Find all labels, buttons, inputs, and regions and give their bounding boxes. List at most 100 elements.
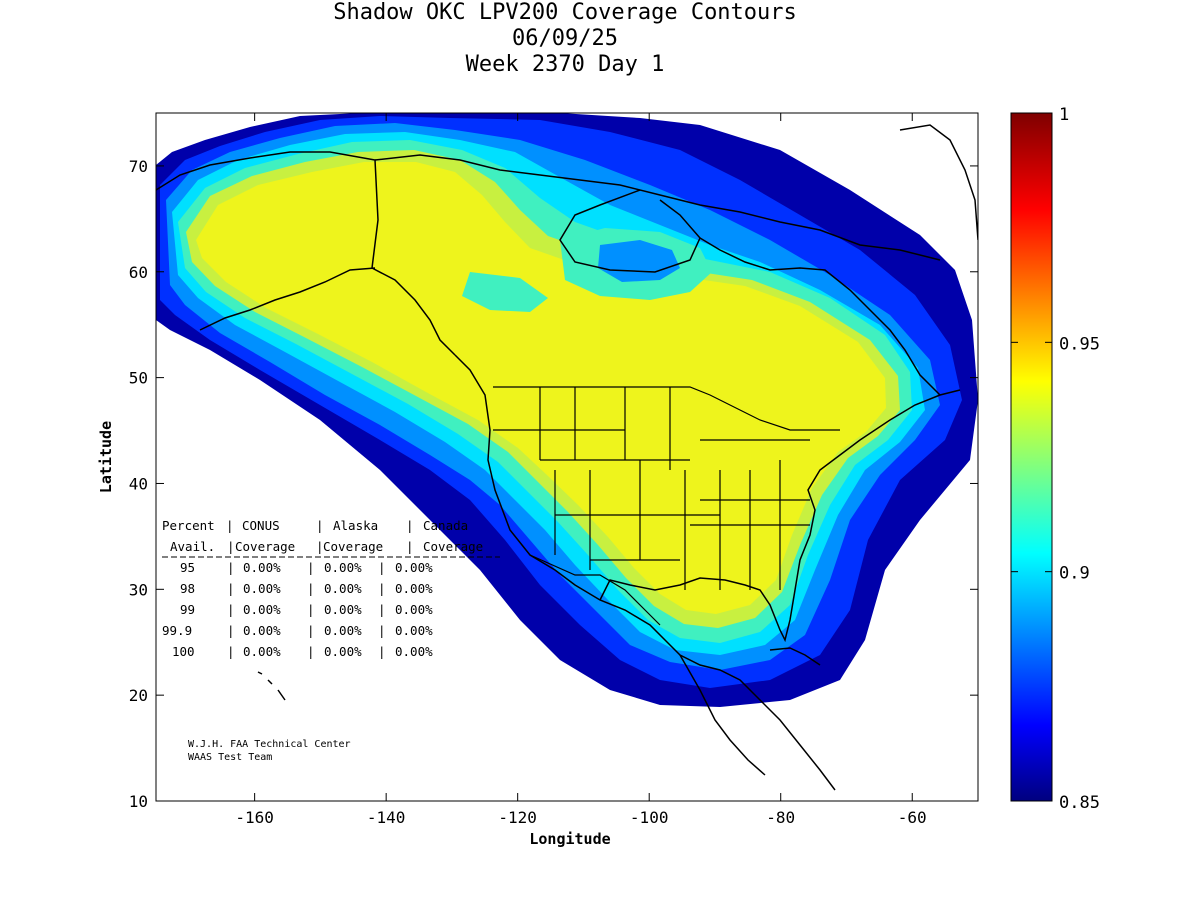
table-cell: 0.00% — [243, 560, 281, 575]
x-tick-label: -100 — [630, 808, 669, 827]
coverage-gap-hudson-inner — [598, 240, 680, 282]
colorbar-tick-label: 1 — [1059, 105, 1069, 125]
table-header-avail: Avail. — [170, 539, 215, 554]
table-header-coverage-canada: Coverage — [423, 539, 483, 554]
y-axis-ticks: 10 20 30 40 50 60 70 — [129, 157, 978, 811]
colorbar-tick-label: 0.9 — [1059, 564, 1090, 584]
coast-arctic — [374, 154, 941, 261]
coverage-band-6 — [196, 162, 886, 614]
table-cell: 0.00% — [324, 560, 362, 575]
table-cell: 0.00% — [395, 560, 433, 575]
table-cell: 0.00% — [324, 623, 362, 638]
table-cell: 0.00% — [243, 581, 281, 596]
x-axis-ticks: -160 -140 -120 -100 -80 -60 — [235, 113, 927, 827]
table-cell: 0.00% — [395, 581, 433, 596]
chart-title-line-3: Week 2370 Day 1 — [465, 52, 665, 77]
table-separator: | — [307, 623, 315, 638]
table-separator: | — [227, 560, 235, 575]
chart-title-line-2: 06/09/25 — [512, 26, 618, 51]
colorbar — [1010, 112, 1053, 802]
credits-line-2: WAAS Test Team — [188, 752, 272, 763]
x-tick-label: -120 — [498, 808, 537, 827]
coast-alaska — [156, 151, 456, 356]
table-cell: 95 — [180, 560, 195, 575]
chart-title-line-1: Shadow OKC LPV200 Coverage Contours — [333, 0, 797, 25]
table-row: 100 | 0.00% | 0.00% | 0.00% — [172, 644, 433, 659]
x-tick-label: -140 — [367, 808, 406, 827]
table-separator: | — [378, 581, 386, 596]
table-separator: | — [307, 602, 315, 617]
table-separator: | — [378, 623, 386, 638]
y-axis-label: Latitude — [97, 421, 115, 493]
state-borders — [493, 386, 840, 626]
table-header-row-2: Avail. |Coverage |Coverage | Coverage — [170, 539, 483, 554]
table-cell: 0.00% — [243, 602, 281, 617]
table-cell: 0.00% — [395, 644, 433, 659]
table-row: 95 | 0.00% | 0.00% | 0.00% — [180, 560, 433, 575]
table-separator: | — [378, 644, 386, 659]
table-cell: 0.00% — [395, 602, 433, 617]
coverage-gap-canada — [462, 272, 548, 312]
table-header-alaska: Alaska — [333, 518, 378, 533]
y-tick-label: 10 — [129, 792, 148, 811]
table-cell: 0.00% — [324, 644, 362, 659]
y-tick-label: 70 — [129, 157, 148, 176]
table-cell: 99 — [180, 602, 195, 617]
x-tick-label: -80 — [766, 808, 795, 827]
table-row: 99.9 | 0.00% | 0.00% | 0.00% — [162, 623, 433, 638]
table-separator: | — [227, 623, 235, 638]
table-header-coverage-conus: Coverage — [235, 539, 295, 554]
y-tick-label: 40 — [129, 474, 148, 493]
coast-hudson-bay — [559, 189, 701, 273]
coast-west — [454, 354, 836, 791]
coast-gulf — [599, 389, 961, 643]
state-grid-lines — [493, 387, 810, 590]
table-separator: | — [227, 644, 235, 659]
x-tick-label: -60 — [898, 808, 927, 827]
table-row: 98 | 0.00% | 0.00% | 0.00% — [180, 581, 433, 596]
table-header-canada: Canada — [423, 518, 468, 533]
table-separator: | — [307, 581, 315, 596]
table-separator: | — [378, 560, 386, 575]
table-header-conus: CONUS — [242, 518, 280, 533]
table-separator: | — [307, 644, 315, 659]
y-tick-label: 20 — [129, 686, 148, 705]
colorbar-ticks: 1 0.95 0.9 0.85 — [1011, 105, 1100, 813]
y-tick-label: 50 — [129, 369, 148, 388]
credits-line-1: W.J.H. FAA Technical Center — [188, 739, 351, 750]
table-cell: 0.00% — [324, 602, 362, 617]
plot-frame — [155, 112, 979, 802]
table-cell: 0.00% — [243, 644, 281, 659]
coast-alaska-south — [199, 267, 376, 331]
y-tick-label: 30 — [129, 580, 148, 599]
table-cell: 0.00% — [395, 623, 433, 638]
table-cell: 99.9 — [162, 623, 192, 638]
table-cell: 98 — [180, 581, 195, 596]
table-rows: 95 | 0.00% | 0.00% | 0.00% 98 | 0.00% | 0.00% | 0.00%… — [162, 560, 433, 659]
table-separator: | — [307, 560, 315, 575]
border-us-canada — [493, 386, 840, 431]
colorbar-tick-label: 0.95 — [1059, 334, 1100, 354]
border-us-mexico — [529, 554, 661, 626]
coastlines — [156, 124, 978, 791]
coverage-contours — [156, 113, 978, 707]
coverage-table: Percent | CONUS | Alaska | Canada Avail. |Cover… — [162, 518, 500, 659]
coast-labrador — [699, 237, 941, 396]
x-axis-label: Longitude — [529, 830, 610, 848]
table-separator: | — [227, 602, 235, 617]
coast-central-america — [679, 654, 766, 776]
island-hawaii — [257, 671, 286, 701]
x-tick-label: -160 — [235, 808, 274, 827]
table-separator: | — [227, 581, 235, 596]
table-cell: 0.00% — [243, 623, 281, 638]
y-tick-label: 60 — [129, 263, 148, 282]
table-cell: 0.00% — [324, 581, 362, 596]
island-cuba — [769, 647, 821, 666]
table-header-coverage-alaska: Coverage — [323, 539, 383, 554]
coast-greenland — [899, 124, 978, 241]
colorbar-tick-label: 0.85 — [1059, 793, 1100, 813]
table-header-row-1: Percent | CONUS | Alaska | Canada — [162, 518, 468, 533]
table-separator: | — [378, 602, 386, 617]
table-cell: 100 — [172, 644, 195, 659]
